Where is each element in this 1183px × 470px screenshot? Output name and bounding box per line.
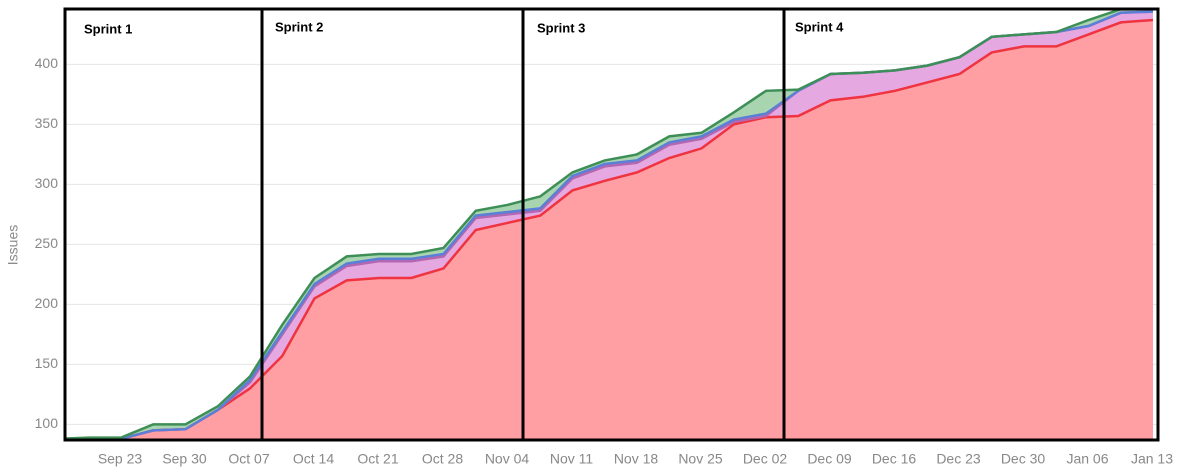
sprint-box (782, 7, 1160, 442)
sprint-label: Sprint 3 (537, 20, 585, 35)
x-tick-label: Nov 25 (678, 451, 723, 467)
y-axis-label: Issues (5, 225, 21, 265)
y-tick-label: 200 (35, 295, 59, 311)
x-tick-label: Sep 23 (98, 451, 143, 467)
sprint-label: Sprint 2 (275, 19, 323, 34)
y-tick-label: 300 (35, 175, 59, 191)
x-tick-label: Dec 02 (743, 451, 788, 467)
x-tick-label: Oct 14 (293, 451, 334, 467)
x-tick-label: Nov 11 (550, 451, 594, 467)
x-tick-label: Dec 30 (1001, 451, 1046, 467)
x-tick-label: Dec 23 (936, 451, 981, 467)
x-tick-label: Oct 07 (228, 451, 269, 467)
sprint-label: Sprint 1 (84, 21, 132, 36)
plot-area (65, 8, 1154, 440)
y-tick-label: 350 (35, 115, 59, 131)
line (65, 8, 1153, 440)
line (65, 18, 1154, 440)
x-tick-label: Nov 18 (614, 451, 659, 467)
x-tick-label: Oct 28 (422, 451, 463, 467)
area (65, 20, 1153, 440)
y-tick-label: 150 (35, 355, 59, 371)
x-tick-label: Dec 16 (872, 451, 917, 467)
sprint-box (63, 7, 264, 442)
y-tick-label: 250 (35, 235, 59, 251)
x-tick-label: Nov 04 (485, 451, 530, 467)
y-tick-label: 100 (35, 415, 59, 431)
sprint-label: Sprint 4 (795, 19, 844, 34)
y-tick-label: 400 (35, 55, 59, 71)
x-tick-label: Jan 06 (1066, 451, 1108, 467)
x-tick-label: Oct 21 (357, 451, 398, 467)
x-tick-label: Jan 13 (1131, 451, 1173, 467)
sprints: Sprint 1 Sprint 2 Sprint 3 Sprint 4 (63, 7, 1160, 442)
x-tick-label: Dec 09 (807, 451, 852, 467)
x-tick-label: Sep 30 (162, 451, 207, 467)
